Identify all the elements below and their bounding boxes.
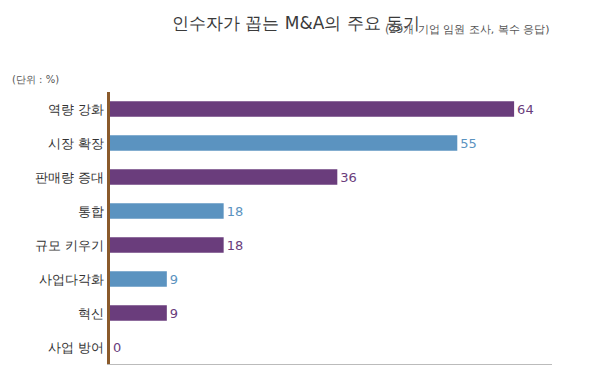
svg-text:혁신: 혁신 — [78, 306, 104, 321]
svg-text:18: 18 — [227, 238, 244, 253]
svg-text:18: 18 — [227, 204, 244, 219]
svg-text:(단위 : %): (단위 : %) — [12, 74, 59, 85]
svg-text:0: 0 — [113, 340, 121, 355]
svg-text:인수자가 꼽는 M&A의 주요 동기: 인수자가 꼽는 M&A의 주요 동기 — [172, 13, 420, 33]
svg-text:9: 9 — [170, 272, 178, 287]
svg-text:(29개 기업 임원 조사, 복수 응답): (29개 기업 임원 조사, 복수 응답) — [385, 23, 550, 36]
svg-text:역량 강화: 역량 강화 — [48, 102, 104, 117]
svg-text:사업 방어: 사업 방어 — [48, 340, 104, 355]
svg-text:규모 키우기: 규모 키우기 — [35, 238, 104, 253]
svg-text:36: 36 — [340, 170, 357, 185]
svg-text:55: 55 — [460, 136, 477, 151]
svg-text:통합: 통합 — [78, 204, 104, 219]
svg-text:시장 확장: 시장 확장 — [48, 136, 104, 151]
svg-text:9: 9 — [170, 306, 178, 321]
svg-text:64: 64 — [517, 102, 534, 117]
svg-text:판매량 증대: 판매량 증대 — [35, 170, 104, 185]
svg-text:사업다각화: 사업다각화 — [39, 272, 104, 287]
